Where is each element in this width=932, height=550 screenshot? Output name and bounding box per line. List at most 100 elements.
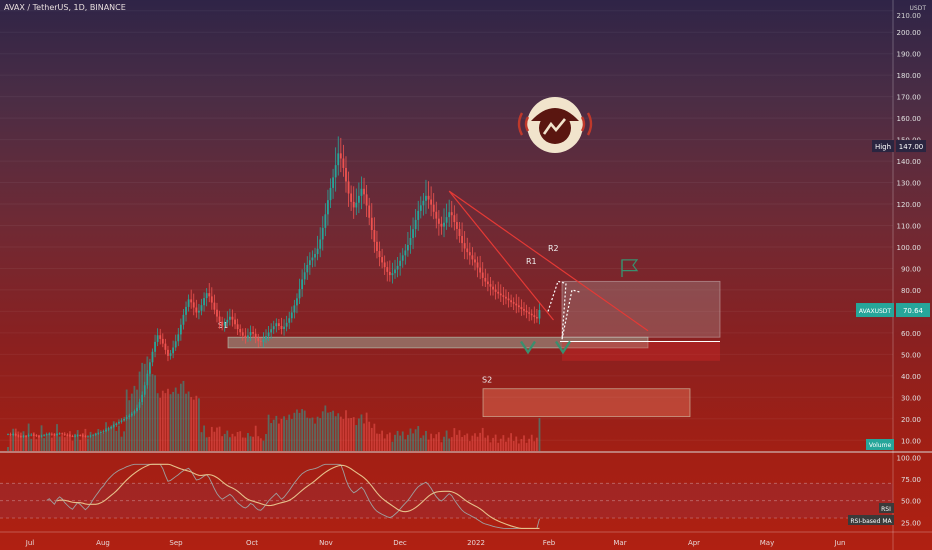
candle <box>198 303 200 320</box>
candle <box>216 302 218 323</box>
volume-bar <box>448 438 451 451</box>
candle-body <box>489 284 492 287</box>
mascot-logo-icon <box>517 97 593 153</box>
candle <box>363 177 365 204</box>
candle <box>533 306 536 324</box>
candle <box>290 306 293 323</box>
time-tick-label: Oct <box>246 539 258 547</box>
candle <box>172 340 175 359</box>
candle-body <box>107 428 110 430</box>
candle-body <box>38 435 40 437</box>
candle-body <box>167 349 169 356</box>
volume-bar <box>146 356 149 451</box>
candle <box>401 248 404 268</box>
high-badge-value: 147.00 <box>899 143 924 151</box>
volume-bar <box>278 423 280 451</box>
volume-bar <box>218 426 221 451</box>
candle-body <box>48 433 51 435</box>
candle-body <box>525 310 528 313</box>
candle <box>296 293 298 314</box>
candle-body <box>146 373 149 386</box>
volume-bar <box>190 397 193 451</box>
last-price-badge: 70.64 <box>903 307 924 315</box>
candle-body <box>74 435 76 437</box>
candle <box>329 178 332 209</box>
volume-bar <box>352 417 355 451</box>
volume-bar <box>272 419 275 451</box>
volume-bar <box>463 435 466 451</box>
volume-bar <box>368 421 371 451</box>
candle-body <box>510 300 512 303</box>
candle <box>311 250 314 268</box>
candle <box>200 298 203 316</box>
candle <box>476 256 479 278</box>
volume-bar <box>143 363 146 451</box>
volume-bar <box>38 435 40 451</box>
volume-bar <box>87 438 89 451</box>
volume-bar <box>210 426 213 451</box>
s1-label: S1 <box>218 321 228 330</box>
candle-body <box>56 434 58 436</box>
candle-body <box>437 218 440 224</box>
volume-bar <box>74 433 76 451</box>
candle-body <box>128 415 131 418</box>
candle <box>48 432 51 436</box>
volume-bar <box>30 438 33 451</box>
candle-body <box>35 435 38 437</box>
volume-bar <box>69 431 71 451</box>
candle <box>9 432 12 436</box>
volume-bar <box>151 374 154 451</box>
candle <box>414 209 417 238</box>
candle <box>515 294 518 314</box>
rsi-tick-label: 25.00 <box>901 519 921 527</box>
candle <box>270 323 273 339</box>
mascot-wave <box>517 112 524 136</box>
candle <box>185 301 187 322</box>
rsi-ma-line <box>56 463 540 529</box>
volume-bar <box>329 412 332 451</box>
candle <box>50 432 53 436</box>
volume-bar <box>285 419 288 451</box>
candle <box>301 269 304 297</box>
candle-body <box>257 338 260 342</box>
candle-body <box>409 237 412 246</box>
volume-bar <box>293 412 296 451</box>
candle-body <box>523 309 525 311</box>
volume-badge: Volume <box>869 442 892 449</box>
price-tick-label: 90.00 <box>901 265 921 273</box>
volume-bar <box>213 431 216 451</box>
candle-body <box>179 324 182 335</box>
volume-bar <box>450 437 453 451</box>
time-tick-label: Nov <box>319 539 333 547</box>
volume-bar <box>492 437 494 451</box>
volume-bar <box>453 428 456 451</box>
candle-body <box>190 299 193 303</box>
candle-body <box>456 222 458 229</box>
mascot-wave <box>586 112 593 136</box>
candle <box>130 411 133 418</box>
candle <box>450 200 453 228</box>
volume-bars <box>7 356 541 451</box>
volume-bar <box>443 436 445 451</box>
candle-body <box>306 265 309 273</box>
volume-bar <box>45 434 48 451</box>
candle-body <box>205 293 208 299</box>
candle-body <box>494 289 497 292</box>
candle <box>236 318 239 335</box>
candle <box>56 432 58 437</box>
candle <box>360 176 363 210</box>
candle <box>481 262 484 287</box>
volume-bar <box>298 412 301 451</box>
candle <box>27 433 30 438</box>
volume-bar <box>138 371 141 451</box>
candle-body <box>350 193 353 202</box>
volume-bar <box>502 435 505 451</box>
candle <box>512 297 515 310</box>
volume-bar <box>192 399 195 451</box>
candle-body <box>499 293 502 296</box>
volume-bar <box>27 423 30 451</box>
candle <box>43 434 46 437</box>
volume-bar <box>337 413 340 451</box>
rsi-badge: RSI <box>881 506 891 513</box>
